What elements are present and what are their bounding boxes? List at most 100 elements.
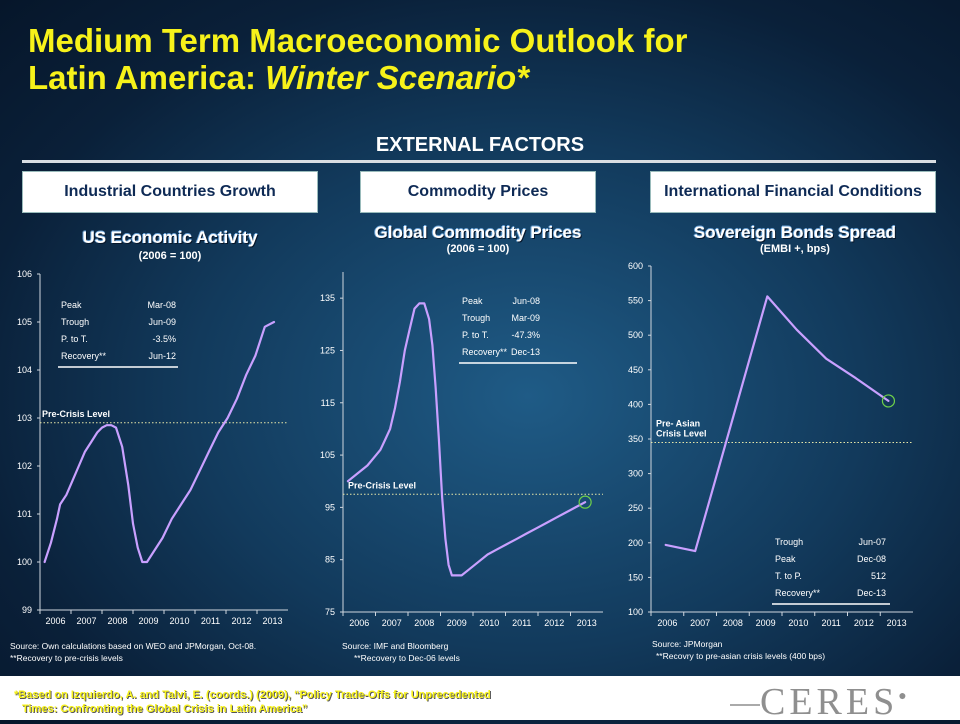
chart-1-source-text: Source: Own calculations based on WEO an… [10, 640, 256, 652]
logo-rule [730, 704, 760, 706]
chart-1-table-value: Jun-12 [148, 351, 176, 361]
chart-2-title: Global Commodity Prices [318, 223, 638, 243]
section-title: EXTERNAL FACTORS [0, 134, 960, 157]
chart-2-x-tick-label: 2008 [414, 618, 434, 628]
logo-text: CERES [760, 681, 898, 723]
title-line-1: Medium Term Macroeconomic Outlook for [28, 22, 928, 59]
chart-2-series-line [348, 303, 585, 575]
chart-2-table-label: Peak [462, 296, 483, 306]
footnote-line-1: *Based on Izquierdo, A. and Talvi, E. (c… [14, 688, 491, 702]
chart-2-y-tick-label: 115 [321, 398, 335, 408]
chart-3-y-tick-label: 200 [628, 538, 643, 548]
chart-1-title: US Economic Activity [20, 228, 320, 248]
chart-3-y-tick-label: 250 [628, 503, 643, 513]
chart-2-source: Source: IMF and Bloomberg **Recovery to … [342, 640, 460, 664]
chart-3-table-value: Dec-13 [857, 588, 886, 598]
chart-3-x-tick-label: 2008 [723, 618, 743, 628]
chart-2-x-tick-label: 2010 [479, 618, 499, 628]
chart-3-table-value: Jun-07 [858, 537, 886, 547]
chart-2-x-tick-label: 2007 [382, 618, 402, 628]
chart-3-y-tick-label: 450 [628, 365, 643, 375]
chart-1-table-value: -3.5% [152, 334, 176, 344]
chart-3-y-tick-label: 350 [628, 434, 643, 444]
title-line-2-italic: Winter Scenario* [265, 59, 529, 96]
chart-2-table-label: Trough [462, 313, 490, 323]
chart-1-y-tick-label: 103 [17, 413, 32, 423]
category-financial-conditions: International Financial Conditions [650, 171, 936, 213]
footnote: *Based on Izquierdo, A. and Talvi, E. (c… [14, 688, 491, 716]
chart-3-series-line [666, 296, 889, 551]
chart-2-end-marker [579, 496, 591, 508]
chart-1-x-tick-label: 2012 [231, 616, 251, 626]
chart-3-y-tick-label: 300 [628, 469, 643, 479]
chart-3-y-tick-label: 400 [628, 399, 643, 409]
chart-2-subtitle: (2006 = 100) [318, 243, 638, 255]
chart-3-x-tick-label: 2010 [788, 618, 808, 628]
chart-3-title: Sovereign Bonds Spread [640, 223, 950, 243]
chart-3-table-value: Dec-08 [857, 554, 886, 564]
chart-3-source-text: Source: JPMorgan [652, 638, 825, 650]
chart-3-table-label: Peak [775, 554, 796, 564]
chart-3-table-value: 512 [871, 571, 886, 581]
chart-3-y-tick-label: 600 [628, 261, 643, 271]
chart-1-x-tick-label: 2010 [169, 616, 189, 626]
chart-1-table-value: Jun-09 [148, 317, 176, 327]
chart-1-y-tick-label: 102 [17, 461, 32, 471]
chart-1-ref-label: Pre-Crisis Level [42, 409, 110, 419]
chart-3-y-tick-label: 500 [628, 330, 643, 340]
chart-1-table-label: Peak [61, 300, 82, 310]
chart-3-table-label: T. to P. [775, 571, 802, 581]
chart-3-x-tick-label: 2009 [756, 618, 776, 628]
chart-1-x-tick-label: 2013 [262, 616, 282, 626]
category-industrial-growth: Industrial Countries Growth [22, 171, 318, 213]
chart-1-y-tick-label: 105 [17, 317, 32, 327]
chart-3-source: Source: JPMorgan **Recovry to pre-asian … [652, 638, 825, 662]
chart-1-y-tick-label: 99 [22, 605, 32, 615]
chart-2-table-value: Dec-13 [511, 347, 540, 357]
chart-2-note-text: **Recovery to Dec-06 levels [342, 652, 460, 664]
chart-2-y-tick-label: 75 [325, 607, 335, 617]
chart-1-x-tick-label: 2011 [201, 616, 220, 626]
section-divider [22, 160, 936, 163]
chart-3-x-tick-label: 2013 [887, 618, 907, 628]
chart-1-source: Source: Own calculations based on WEO an… [10, 640, 256, 664]
chart-3-y-tick-label: 150 [628, 572, 643, 582]
chart-2-source-text: Source: IMF and Bloomberg [342, 640, 460, 652]
chart-1-y-tick-label: 100 [17, 557, 32, 567]
chart-1-table-label: Recovery** [61, 351, 107, 361]
chart-1-series-line [45, 322, 274, 562]
chart-2-x-tick-label: 2012 [544, 618, 564, 628]
chart-3-ref-label: Crisis Level [656, 428, 707, 438]
chart-2-table-value: Jun-08 [512, 296, 540, 306]
logo-registered-icon: ● [898, 689, 910, 704]
page-title: Medium Term Macroeconomic Outlook for La… [28, 22, 928, 96]
chart-3-table-label: Recovery** [775, 588, 821, 598]
chart-2-table-value: -47.3% [511, 330, 540, 340]
chart-2-y-tick-label: 85 [325, 555, 335, 565]
chart-3-ref-label: Pre- Asian [656, 418, 700, 428]
chart-3-subtitle: (EMBI +, bps) [640, 243, 950, 255]
footnote-line-2: Times: Confronting the Global Crisis in … [14, 702, 491, 716]
chart-1-y-tick-label: 106 [17, 269, 32, 279]
chart-1-x-tick-label: 2008 [107, 616, 127, 626]
chart-2-x-tick-label: 2013 [577, 618, 597, 628]
chart-1-subtitle: (2006 = 100) [20, 250, 320, 262]
chart-2-y-tick-label: 105 [320, 450, 335, 460]
chart-2-y-tick-label: 135 [320, 293, 335, 303]
chart-3-table-label: Trough [775, 537, 803, 547]
chart-2-table-value: Mar-09 [511, 313, 540, 323]
chart-1-table-label: P. to T. [61, 334, 88, 344]
chart-3-x-tick-label: 2006 [657, 618, 677, 628]
ceres-logo: CERES● [760, 680, 911, 724]
chart-1-table-value: Mar-08 [147, 300, 176, 310]
chart-1-table-label: Trough [61, 317, 89, 327]
chart-2-y-tick-label: 125 [320, 345, 335, 355]
chart-2-y-tick-label: 95 [325, 502, 335, 512]
chart-1-y-tick-label: 104 [17, 365, 32, 375]
chart-3-note-text: **Recovry to pre-asian crisis levels (40… [652, 650, 825, 662]
chart-3-y-tick-label: 550 [628, 296, 643, 306]
chart-2-x-tick-label: 2011 [512, 618, 531, 628]
chart-1-note-text: **Recovery to pre-crisis levels [10, 652, 256, 664]
title-line-2: Latin America: Winter Scenario* [28, 59, 928, 96]
